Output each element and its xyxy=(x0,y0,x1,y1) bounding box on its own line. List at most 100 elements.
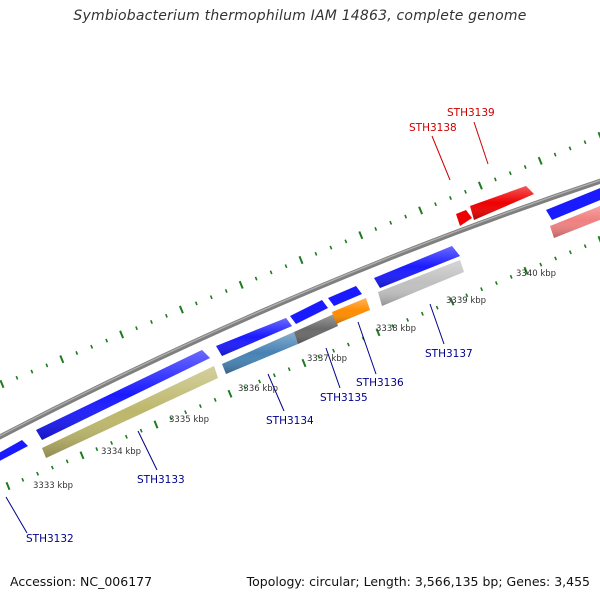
tick-label: 3337 kbp xyxy=(307,354,347,364)
minor-tick xyxy=(165,313,168,318)
gene-label[interactable]: STH3134 xyxy=(266,415,314,427)
genome-backbone xyxy=(0,178,600,440)
minor-tick xyxy=(105,338,109,343)
minor-tick xyxy=(449,195,452,201)
minor-tick xyxy=(314,251,318,256)
gene-sth3138[interactable] xyxy=(456,210,472,226)
gene-leader-lines xyxy=(5,121,489,534)
minor-tick xyxy=(480,287,484,292)
map-title: Symbiobacterium thermophilum IAM 14863, … xyxy=(73,8,527,24)
minor-tick xyxy=(284,264,288,269)
gene-cds-forward[interactable] xyxy=(328,286,362,306)
minor-tick xyxy=(332,348,336,353)
gene-label[interactable]: STH3132 xyxy=(26,533,74,545)
minor-tick xyxy=(509,274,513,279)
tick-label: 3340 kbp xyxy=(516,269,556,279)
minor-tick xyxy=(508,171,512,176)
kbp-tick-labels: 3333 kbp 3334 kbp 3335 kbp 3336 kbp 3337… xyxy=(33,269,556,491)
minor-tick xyxy=(21,477,25,482)
major-tick xyxy=(537,156,543,165)
major-tick xyxy=(5,481,11,491)
minor-tick xyxy=(374,227,378,231)
tick-label: 3334 kbp xyxy=(101,447,141,457)
minor-tick xyxy=(329,245,333,250)
major-tick xyxy=(449,297,455,306)
gene-cds-forward[interactable] xyxy=(546,184,600,220)
minor-tick xyxy=(243,385,247,390)
genome-backbone-highlight xyxy=(0,179,600,437)
tick-label: 3339 kbp xyxy=(446,296,486,306)
major-tick xyxy=(178,305,184,314)
major-tick xyxy=(0,379,5,389)
minor-tick xyxy=(254,276,258,281)
minor-tick xyxy=(287,367,291,372)
minor-tick xyxy=(583,140,587,145)
minor-tick xyxy=(169,416,173,421)
minor-tick xyxy=(346,342,350,347)
minor-tick xyxy=(139,428,143,433)
major-tick xyxy=(523,266,529,275)
minor-tick xyxy=(45,363,49,368)
gene-label[interactable]: STH3137 xyxy=(425,348,473,360)
minor-tick xyxy=(184,410,188,415)
minor-tick xyxy=(269,270,273,275)
minor-tick xyxy=(568,250,572,255)
minor-tick xyxy=(258,379,262,384)
minor-tick xyxy=(420,311,424,316)
genome-summary: Topology: circular; Length: 3,566,135 bp… xyxy=(246,574,590,589)
major-tick xyxy=(597,131,600,139)
minor-tick xyxy=(209,295,213,300)
major-tick xyxy=(238,280,244,289)
accession-label: Accession: NC_006177 xyxy=(10,574,153,589)
gene-label[interactable]: STH3136 xyxy=(356,377,404,389)
minor-tick xyxy=(539,262,543,267)
minor-tick xyxy=(36,471,40,476)
major-tick xyxy=(358,231,364,240)
minor-tick xyxy=(554,256,558,261)
gene-cds-forward[interactable] xyxy=(290,300,328,324)
major-tick xyxy=(227,389,233,398)
major-tick xyxy=(418,206,424,215)
minor-tick xyxy=(465,293,469,298)
minor-tick xyxy=(194,301,198,306)
minor-tick xyxy=(406,317,410,322)
major-tick xyxy=(375,328,381,337)
minor-tick xyxy=(583,244,587,249)
gene-label[interactable]: STH3133 xyxy=(137,474,185,486)
gene-label[interactable]: STH3135 xyxy=(320,392,368,404)
tick-label: 3336 kbp xyxy=(238,384,278,394)
minor-tick xyxy=(344,239,348,244)
tick-label: 3335 kbp xyxy=(169,415,209,425)
major-tick xyxy=(153,420,159,429)
major-tick xyxy=(477,181,483,190)
tick-label: 3333 kbp xyxy=(33,481,73,491)
inner-tick-ring xyxy=(5,235,600,491)
highlighted-genes xyxy=(456,186,534,226)
minor-tick xyxy=(95,447,99,452)
minor-tick xyxy=(317,354,321,359)
minor-tick xyxy=(553,152,557,157)
minor-tick xyxy=(272,373,276,378)
outer-tick-ring xyxy=(0,131,600,389)
major-tick xyxy=(298,255,304,265)
minor-tick xyxy=(224,289,228,293)
minor-tick xyxy=(15,375,19,380)
minor-tick xyxy=(75,351,79,355)
minor-tick xyxy=(135,326,138,331)
minor-tick xyxy=(30,369,34,374)
reverse-strand-genes xyxy=(42,206,600,458)
minor-tick xyxy=(65,459,69,464)
gene-label[interactable]: STH3138 xyxy=(409,122,457,134)
forward-strand-genes xyxy=(0,184,600,466)
minor-tick xyxy=(434,202,437,207)
minor-tick xyxy=(523,165,527,169)
tick-label: 3338 kbp xyxy=(376,324,416,334)
minor-tick xyxy=(124,434,128,439)
gene-label[interactable]: STH3139 xyxy=(447,107,495,119)
minor-tick xyxy=(404,214,408,219)
minor-tick xyxy=(150,319,153,325)
major-tick xyxy=(119,330,125,339)
gene-cds-forward[interactable] xyxy=(0,440,28,466)
major-tick xyxy=(301,358,307,368)
